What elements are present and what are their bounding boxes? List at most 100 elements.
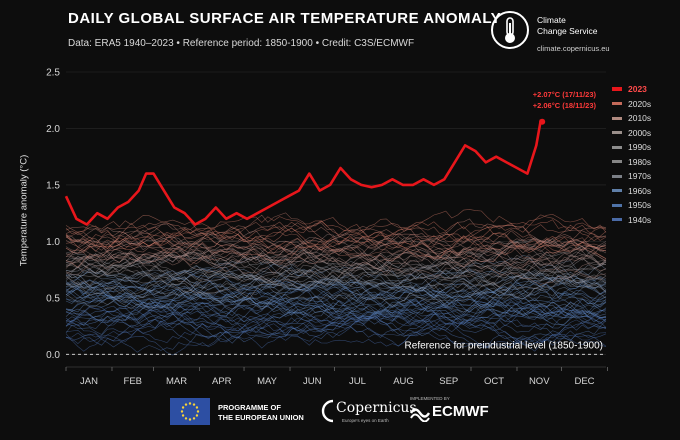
legend-label: 1940s xyxy=(628,214,652,225)
legend-label: 1980s xyxy=(628,156,652,167)
chart-subtitle: Data: ERA5 1940–2023 • Reference period:… xyxy=(68,38,415,49)
trace-1991 xyxy=(65,248,607,282)
trace-1993 xyxy=(65,261,607,299)
trace-1997 xyxy=(65,245,607,286)
trace-1953 xyxy=(65,298,607,333)
trace-2015 xyxy=(65,226,607,268)
trace-1994 xyxy=(65,248,607,287)
eu-flag-icon xyxy=(170,398,210,425)
trace-2004 xyxy=(65,245,607,285)
annotation-label: +2.06°C (18/11/23) xyxy=(533,101,597,110)
trace-1954 xyxy=(65,305,607,344)
annotation-label: +2.07°C (17/11/23) xyxy=(533,90,597,99)
x-tick-label: SEP xyxy=(439,376,458,387)
c3s-name-line1: Climate xyxy=(537,15,566,25)
ecmwf-name: ECMWF xyxy=(432,403,489,420)
trace-1996 xyxy=(65,233,607,275)
eu-star xyxy=(184,403,188,406)
y-tick-label: 2.0 xyxy=(46,124,60,135)
trace-2008 xyxy=(65,238,607,265)
legend-label: 1970s xyxy=(628,171,652,182)
legend-swatch xyxy=(612,131,622,135)
legend-item: 2020s xyxy=(612,97,651,112)
y-tick-label: 1.5 xyxy=(46,180,60,191)
trace-1972 xyxy=(65,277,607,316)
series-end-point xyxy=(539,118,546,125)
trace-1948 xyxy=(65,309,607,344)
background-traces xyxy=(65,209,607,356)
x-tick-label: MAR xyxy=(166,376,187,387)
legend-swatch xyxy=(612,189,622,193)
x-tick-label: JAN xyxy=(80,376,98,387)
trace-2019 xyxy=(65,214,607,249)
legend-item: 1940s xyxy=(612,213,651,228)
legend-label: 2000s xyxy=(628,127,652,138)
eu-star xyxy=(184,417,188,420)
eu-star xyxy=(188,402,192,405)
trace-1959 xyxy=(65,270,607,322)
legend-item: 2023 xyxy=(612,82,651,97)
trace-1971 xyxy=(65,283,607,321)
eu-star xyxy=(196,410,200,413)
x-tick-label: DEC xyxy=(574,376,594,387)
trace-1949 xyxy=(65,305,607,339)
trace-1990 xyxy=(65,269,607,292)
trace-2020 xyxy=(65,209,607,249)
trace-1950 xyxy=(65,301,607,343)
x-tick-label: APR xyxy=(212,376,232,387)
x-tick-label: JUN xyxy=(303,376,322,387)
trace-1973 xyxy=(65,276,607,316)
legend-item: 1960s xyxy=(612,184,651,199)
eu-star xyxy=(192,417,196,420)
legend-label: 2023 xyxy=(628,84,647,95)
copernicus-tagline: Europe's eyes on Earth xyxy=(342,418,389,423)
trace-1983 xyxy=(65,275,607,308)
trace-1957 xyxy=(65,299,607,337)
trace-1970 xyxy=(65,267,607,320)
trace-2014 xyxy=(65,226,607,259)
x-tick-label: NOV xyxy=(529,376,550,387)
trace-1992 xyxy=(65,257,607,291)
legend-swatch xyxy=(612,145,622,149)
trace-2016 xyxy=(65,219,607,259)
copernicus-name: Copernicus xyxy=(336,400,417,416)
trace-1989 xyxy=(65,239,607,278)
legend-swatch xyxy=(612,203,622,207)
legend-item: 1980s xyxy=(612,155,651,170)
copernicus-logo-icon xyxy=(321,399,334,423)
trace-2005 xyxy=(65,227,607,272)
trace-2021 xyxy=(65,219,607,260)
legend-label: 1960s xyxy=(628,185,652,196)
y-tick-label: 1.0 xyxy=(46,237,60,248)
c3s-url: climate.copernicus.eu xyxy=(537,44,610,53)
legend-label: 2020s xyxy=(628,98,652,109)
legend-item: 1950s xyxy=(612,198,651,213)
y-tick-label: 2.5 xyxy=(46,68,60,79)
legend-item: 1970s xyxy=(612,169,651,184)
y-tick-label: 0.0 xyxy=(46,350,60,361)
reference-label: Reference for preindustrial level (1850-… xyxy=(405,340,603,351)
x-tick-label: MAY xyxy=(257,376,278,387)
trace-1986 xyxy=(65,263,607,300)
c3s-name-line2: Change Service xyxy=(537,26,598,36)
legend-label: 2010s xyxy=(628,113,652,124)
trace-1961 xyxy=(65,279,607,318)
legend-swatch xyxy=(612,160,622,164)
chart-plot: 0.0 0.5 1.0 1.5 2.0 2.5 Reference for preindus… xyxy=(46,68,608,387)
eu-programme-text: PROGRAMME OF THE EUROPEAN UNION xyxy=(218,403,304,423)
legend-swatch xyxy=(612,116,622,120)
ecmwf-logo-icon xyxy=(409,408,431,422)
eu-star xyxy=(195,406,199,409)
eu-line1: PROGRAMME OF xyxy=(218,403,281,412)
trace-1956 xyxy=(65,285,607,324)
legend-swatch xyxy=(612,102,622,106)
eu-star xyxy=(181,406,185,409)
legend-swatch xyxy=(612,174,622,178)
eu-star xyxy=(188,418,192,421)
x-tick-label: JUL xyxy=(349,376,366,387)
legend-item: 2000s xyxy=(612,126,651,141)
trace-2022 xyxy=(65,221,607,253)
legend-label: 1990s xyxy=(628,142,652,153)
trace-1940 xyxy=(65,320,607,352)
